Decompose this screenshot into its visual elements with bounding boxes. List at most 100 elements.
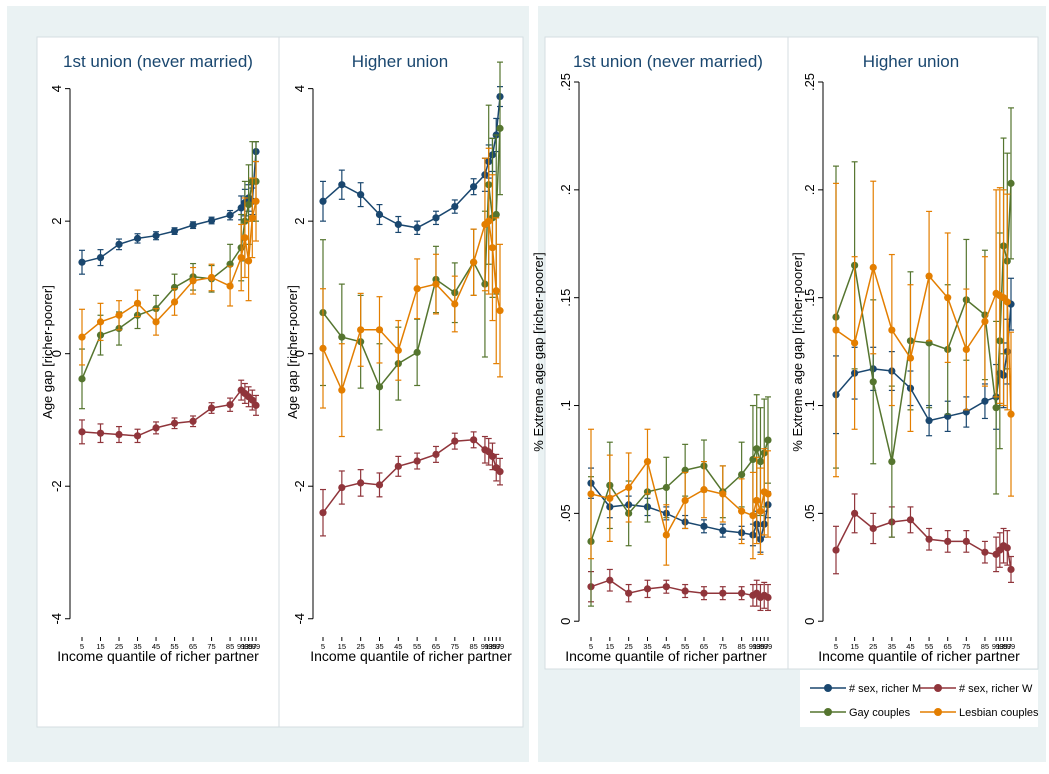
data-point-sex-richer-w	[1007, 565, 1015, 574]
data-point-sex-richer-w	[357, 479, 365, 487]
series-line-gay-couples	[322, 128, 501, 389]
x-tick-label: 93	[996, 642, 1004, 651]
panel-title: Higher union	[352, 52, 448, 71]
series-lesbian-couples	[319, 147, 504, 438]
data-point-sex-richer-m	[189, 221, 197, 229]
x-tick-label: 93	[485, 642, 493, 651]
y-axis-label: Age gap [richer-poorer]	[285, 285, 300, 419]
x-tick-label: 91	[749, 642, 757, 651]
x-tick-label: 15	[850, 642, 858, 651]
data-point-gay-couples	[888, 458, 896, 466]
data-point-lesbian-couples	[981, 317, 989, 326]
data-point-sex-richer-m	[394, 220, 402, 229]
data-point-lesbian-couples	[189, 277, 197, 285]
data-point-lesbian-couples	[719, 490, 727, 498]
data-point-sex-richer-w	[152, 424, 160, 432]
y-tick-label: .1	[802, 400, 817, 411]
data-point-sex-richer-m	[96, 254, 105, 262]
data-point-sex-richer-w	[606, 576, 614, 584]
data-point-sex-richer-w	[962, 537, 970, 546]
x-tick-label: 91	[481, 642, 489, 651]
y-tick-label: .2	[802, 184, 817, 195]
data-point-sex-richer-w	[115, 430, 123, 439]
y-tick-label: 0	[802, 618, 817, 625]
data-point-lesbian-couples	[764, 490, 772, 498]
x-tick-label: 5	[834, 642, 838, 651]
legend-swatch-marker	[824, 708, 832, 716]
x-tick-label: 45	[906, 642, 914, 651]
data-point-lesbian-couples	[662, 531, 670, 539]
data-point-lesbian-couples	[888, 326, 896, 334]
data-point-sex-richer-w	[189, 417, 197, 425]
data-point-sex-richer-w	[226, 401, 234, 409]
series-lesbian-couples	[832, 180, 1015, 497]
data-point-lesbian-couples	[1003, 298, 1011, 306]
legend-item-richer-m: # sex, richer M	[810, 683, 921, 695]
data-point-lesbian-couples	[96, 318, 105, 326]
y-tick-label: .15	[558, 289, 573, 307]
data-point-lesbian-couples	[470, 258, 478, 266]
data-point-gay-couples	[413, 348, 421, 356]
panel-background	[544, 36, 789, 670]
legend-swatch-marker	[824, 684, 832, 692]
data-point-lesbian-couples	[869, 263, 877, 272]
data-point-gay-couples	[869, 378, 877, 386]
data-point-gay-couples	[753, 445, 761, 453]
legend-label: Gay couples	[849, 707, 911, 719]
y-tick-label: .1	[558, 400, 573, 411]
y-tick-label: 4	[49, 85, 64, 92]
data-point-sex-richer-m	[470, 183, 478, 191]
x-tick-label: 55	[413, 642, 421, 651]
data-point-sex-richer-m	[338, 181, 346, 189]
x-tick-label: 25	[869, 642, 877, 651]
data-point-gay-couples	[78, 375, 86, 383]
x-axis-label: Income quantile of richer partner	[818, 648, 1020, 664]
data-point-lesbian-couples	[492, 287, 500, 295]
x-tick-label: 55	[170, 642, 178, 651]
chart-panel-higher-union-age-gap: Higher union Age gap [richer-poorer] Inc…	[278, 36, 524, 728]
legend-label: Lesbian couples	[959, 707, 1039, 719]
data-point-gay-couples	[992, 404, 1000, 412]
data-point-gay-couples	[662, 483, 670, 492]
data-point-lesbian-couples	[237, 254, 245, 262]
x-tick-label: 85	[469, 642, 477, 651]
x-tick-label: 85	[226, 642, 234, 651]
legend-swatch-marker	[934, 684, 942, 692]
data-point-sex-richer-w	[738, 589, 746, 597]
panel-background	[278, 36, 524, 728]
data-point-sex-richer-w	[394, 462, 402, 470]
data-point-sex-richer-w	[719, 589, 727, 597]
legend-item-richer-w: # sex, richer W	[920, 683, 1033, 695]
data-point-lesbian-couples	[485, 217, 493, 225]
data-point-lesbian-couples	[700, 486, 708, 494]
legend-item-gay-couples: Gay couples	[810, 707, 911, 719]
data-point-sex-richer-w	[944, 537, 952, 546]
x-tick-label: 97	[760, 642, 768, 651]
data-point-gay-couples	[492, 210, 500, 219]
x-tick-label: 65	[189, 642, 197, 651]
x-tick-label: 99	[252, 642, 260, 651]
data-point-lesbian-couples	[851, 339, 859, 347]
data-point-lesbian-couples	[962, 345, 970, 354]
series-line-lesbian-couples	[81, 201, 257, 338]
data-point-lesbian-couples	[625, 483, 633, 492]
data-point-lesbian-couples	[749, 511, 757, 520]
x-axis-label: Income quantile of richer partner	[57, 648, 259, 664]
x-axis-label: Income quantile of richer partner	[310, 648, 512, 664]
data-point-lesbian-couples	[738, 507, 746, 515]
data-point-sex-richer-w	[662, 583, 670, 591]
data-point-sex-richer-w	[925, 535, 933, 543]
data-point-sex-richer-w	[625, 589, 633, 597]
data-point-sex-richer-w	[375, 481, 384, 489]
data-point-sex-richer-w	[413, 457, 421, 465]
x-tick-label: 35	[643, 642, 651, 651]
data-point-sex-richer-m	[719, 527, 727, 535]
data-point-sex-richer-m	[432, 214, 440, 222]
data-point-lesbian-couples	[226, 282, 234, 290]
x-tick-label: 45	[394, 642, 402, 651]
data-point-lesbian-couples	[319, 344, 327, 352]
data-point-sex-richer-m	[152, 232, 160, 240]
y-axis-label: % Extreme age gap [richer-poorer]	[531, 252, 546, 451]
x-tick-label: 15	[338, 642, 346, 651]
data-point-lesbian-couples	[133, 299, 142, 307]
